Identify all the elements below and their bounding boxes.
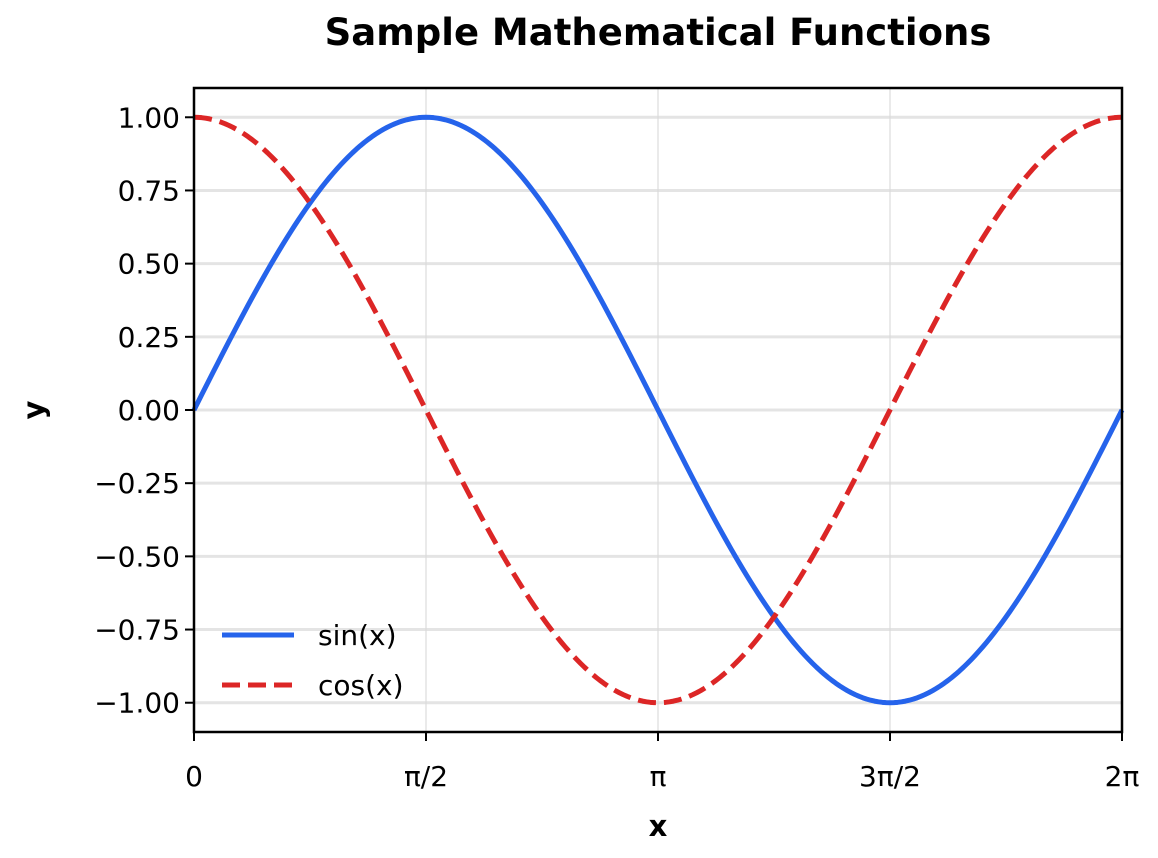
y-tick-label: 1.00	[118, 101, 180, 134]
x-tick-label: 3π/2	[859, 760, 921, 793]
y-tick-label: −0.25	[94, 467, 180, 500]
legend: sin(x) cos(x)	[222, 619, 404, 702]
plot-area	[191, 114, 1125, 706]
y-tick-label: −0.50	[94, 540, 180, 573]
y-tick-label: 0.50	[118, 248, 180, 281]
legend-label-cos: cos(x)	[318, 669, 404, 702]
x-tick-label: 0	[185, 760, 203, 793]
chart-title: Sample Mathematical Functions	[325, 11, 992, 54]
y-axis-label: y	[17, 400, 51, 419]
y-tick-label: 0.25	[118, 321, 180, 354]
x-tick-label: π/2	[404, 760, 448, 793]
x-tick-label: 2π	[1105, 760, 1140, 793]
y-tick-label: −1.00	[94, 687, 180, 720]
series-line-cos	[193, 114, 1123, 706]
x-axis: 0 π/2 π 3π/2 2π	[185, 732, 1139, 793]
y-tick-label: −0.75	[94, 614, 180, 647]
y-tick-label: 0.75	[118, 174, 180, 207]
y-tick-label: 0.00	[118, 394, 180, 427]
grid	[193, 88, 1123, 732]
y-axis: 1.00 0.75 0.50 0.25 0.00 −0.25 −0.50 −0.75 −1.00	[94, 101, 194, 720]
x-tick-label: π	[650, 760, 667, 793]
series-line-sin	[191, 114, 1125, 706]
x-axis-label: x	[649, 809, 668, 843]
legend-label-sin: sin(x)	[318, 619, 397, 652]
